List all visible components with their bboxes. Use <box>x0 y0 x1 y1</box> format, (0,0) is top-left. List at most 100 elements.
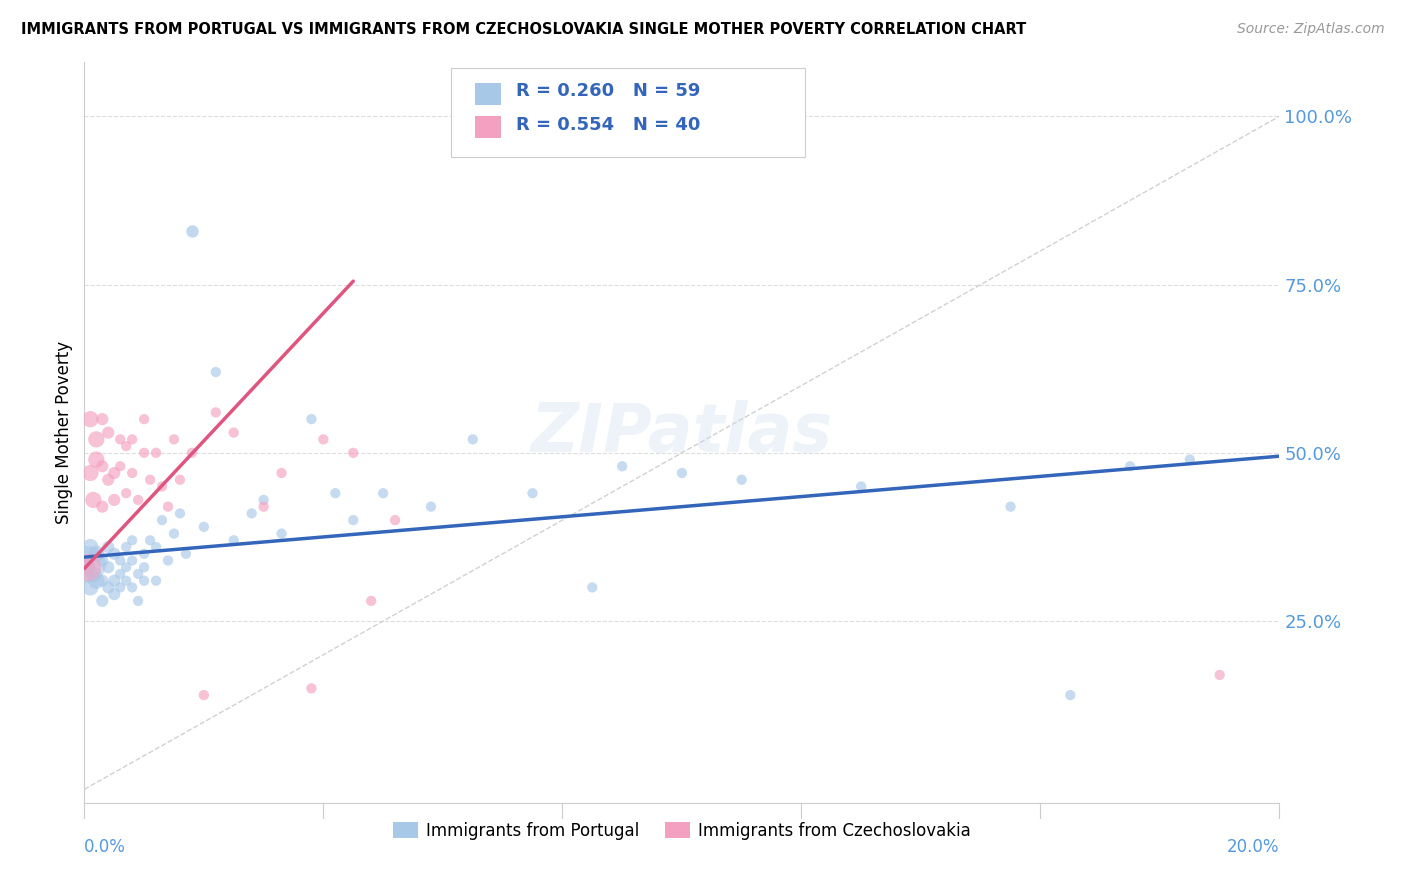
Point <box>86 433 108 447</box>
Point <box>115 560 138 574</box>
Point <box>671 466 693 480</box>
Point <box>253 492 276 507</box>
Point <box>121 581 143 595</box>
Point <box>301 412 323 426</box>
Point <box>150 479 173 493</box>
Point <box>139 473 162 487</box>
Point <box>163 526 186 541</box>
Point <box>86 547 108 561</box>
Point <box>342 446 364 460</box>
Point <box>121 533 143 548</box>
Point <box>76 560 98 574</box>
Point <box>97 425 120 440</box>
Point <box>76 560 98 574</box>
Point <box>301 681 323 696</box>
Point <box>97 581 120 595</box>
Point <box>420 500 443 514</box>
Text: Source: ZipAtlas.com: Source: ZipAtlas.com <box>1237 22 1385 37</box>
Point <box>86 574 108 588</box>
Point <box>91 412 114 426</box>
Point <box>157 500 180 514</box>
Point <box>121 466 143 480</box>
Point <box>127 566 149 581</box>
Point <box>150 513 173 527</box>
Point <box>193 688 215 702</box>
Point <box>79 581 101 595</box>
Point <box>461 433 484 447</box>
Point <box>132 547 156 561</box>
Point <box>193 520 215 534</box>
Point <box>145 446 167 460</box>
Point <box>181 224 204 238</box>
Point <box>384 513 406 527</box>
Point <box>115 540 138 554</box>
Point <box>169 473 191 487</box>
Y-axis label: Single Mother Poverty: Single Mother Poverty <box>55 341 73 524</box>
Point <box>103 466 125 480</box>
Point <box>581 581 603 595</box>
Text: ZIPatlas: ZIPatlas <box>531 400 832 466</box>
Point <box>312 433 335 447</box>
Point <box>97 560 120 574</box>
Point <box>1059 688 1081 702</box>
Point <box>121 433 143 447</box>
Text: R = 0.554   N = 40: R = 0.554 N = 40 <box>516 116 700 134</box>
Point <box>205 365 228 379</box>
Point <box>115 439 138 453</box>
Point <box>270 466 292 480</box>
Point <box>97 473 120 487</box>
Point <box>103 587 125 601</box>
Point <box>139 533 162 548</box>
FancyBboxPatch shape <box>475 83 502 105</box>
Point <box>76 557 98 571</box>
Point <box>127 594 149 608</box>
Point <box>205 405 228 419</box>
Point <box>253 500 276 514</box>
Point <box>115 486 138 500</box>
Point <box>132 574 156 588</box>
Point <box>222 533 245 548</box>
Point <box>240 507 263 521</box>
Point <box>91 459 114 474</box>
Point <box>103 574 125 588</box>
Point <box>79 412 101 426</box>
Text: IMMIGRANTS FROM PORTUGAL VS IMMIGRANTS FROM CZECHOSLOVAKIA SINGLE MOTHER POVERTY: IMMIGRANTS FROM PORTUGAL VS IMMIGRANTS F… <box>21 22 1026 37</box>
Point <box>132 446 156 460</box>
Point <box>145 574 167 588</box>
Point <box>522 486 544 500</box>
Point <box>79 540 101 554</box>
Point <box>103 547 125 561</box>
Point <box>342 513 364 527</box>
Text: 0.0%: 0.0% <box>84 838 127 856</box>
Point <box>169 507 191 521</box>
Point <box>110 581 132 595</box>
Point <box>181 446 204 460</box>
Point <box>110 459 132 474</box>
Point <box>79 466 101 480</box>
Point <box>373 486 395 500</box>
Point <box>1119 459 1142 474</box>
Point <box>91 574 114 588</box>
Point <box>851 479 873 493</box>
FancyBboxPatch shape <box>475 116 502 138</box>
Point <box>127 492 149 507</box>
Point <box>222 425 245 440</box>
Point <box>110 553 132 567</box>
Point <box>82 492 104 507</box>
Point <box>132 560 156 574</box>
Point <box>612 459 634 474</box>
Point <box>132 412 156 426</box>
Point <box>76 560 98 574</box>
Point <box>110 433 132 447</box>
Point <box>110 566 132 581</box>
Point <box>115 574 138 588</box>
Point <box>91 500 114 514</box>
Point <box>121 553 143 567</box>
Point <box>145 540 167 554</box>
Legend: Immigrants from Portugal, Immigrants from Czechoslovakia: Immigrants from Portugal, Immigrants fro… <box>387 815 977 847</box>
Point <box>360 594 382 608</box>
Point <box>97 540 120 554</box>
Point <box>731 473 754 487</box>
Point <box>174 547 197 561</box>
Point <box>86 452 108 467</box>
